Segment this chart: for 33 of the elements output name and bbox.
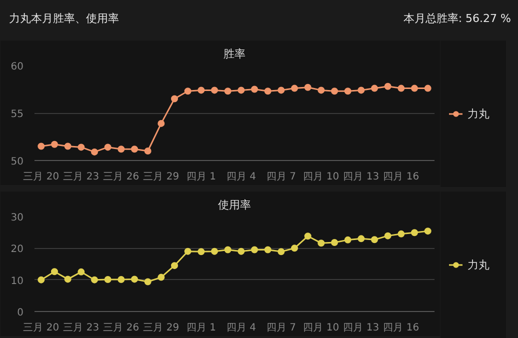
y-tick-label: 20: [10, 244, 24, 256]
x-tick-label: 四月 13: [343, 172, 380, 182]
text: 本月总胜率: 56.27 %: [403, 11, 511, 27]
y-tick-label: 10: [10, 276, 24, 287]
x-tick-label: 三月 29: [143, 322, 180, 334]
legend-label: 力丸: [468, 257, 490, 272]
x-tick-label: 四月 4: [226, 172, 256, 182]
x-tick-label: 四月 13: [343, 322, 380, 334]
x-tick-label: 四月 16: [383, 322, 420, 334]
y-tick-label: 30: [10, 212, 24, 224]
y-tick-label: 0: [17, 308, 24, 318]
x-tick-label: 四月 4: [226, 322, 256, 334]
y-tick-label: 60: [10, 62, 24, 72]
x-tick-label: 四月 10: [303, 322, 340, 334]
chart-title: 胜率: [224, 48, 246, 60]
x-tick-label: 三月 26: [103, 172, 140, 182]
x-tick-label: 三月 20: [23, 172, 60, 182]
legend-label: 力丸: [468, 106, 490, 121]
x-tick-label: 三月 26: [103, 322, 140, 334]
x-tick-label: 三月 23: [63, 322, 100, 334]
x-tick-label: 四月 7: [266, 322, 296, 334]
y-tick-label: 55: [10, 109, 24, 120]
x-tick-label: 三月 20: [23, 322, 60, 334]
text: 力丸本月胜率、使用率: [9, 11, 119, 27]
x-tick-label: 四月 1: [186, 322, 216, 334]
x-tick-label: 四月 16: [383, 172, 420, 182]
x-tick-label: 四月 7: [266, 172, 296, 182]
x-tick-label: 三月 23: [63, 172, 100, 182]
x-tick-label: 四月 10: [303, 172, 340, 182]
chart-title: 使用率: [218, 198, 251, 212]
x-tick-label: 四月 1: [186, 172, 216, 182]
y-tick-label: 50: [10, 156, 24, 168]
x-tick-label: 三月 29: [143, 172, 180, 182]
